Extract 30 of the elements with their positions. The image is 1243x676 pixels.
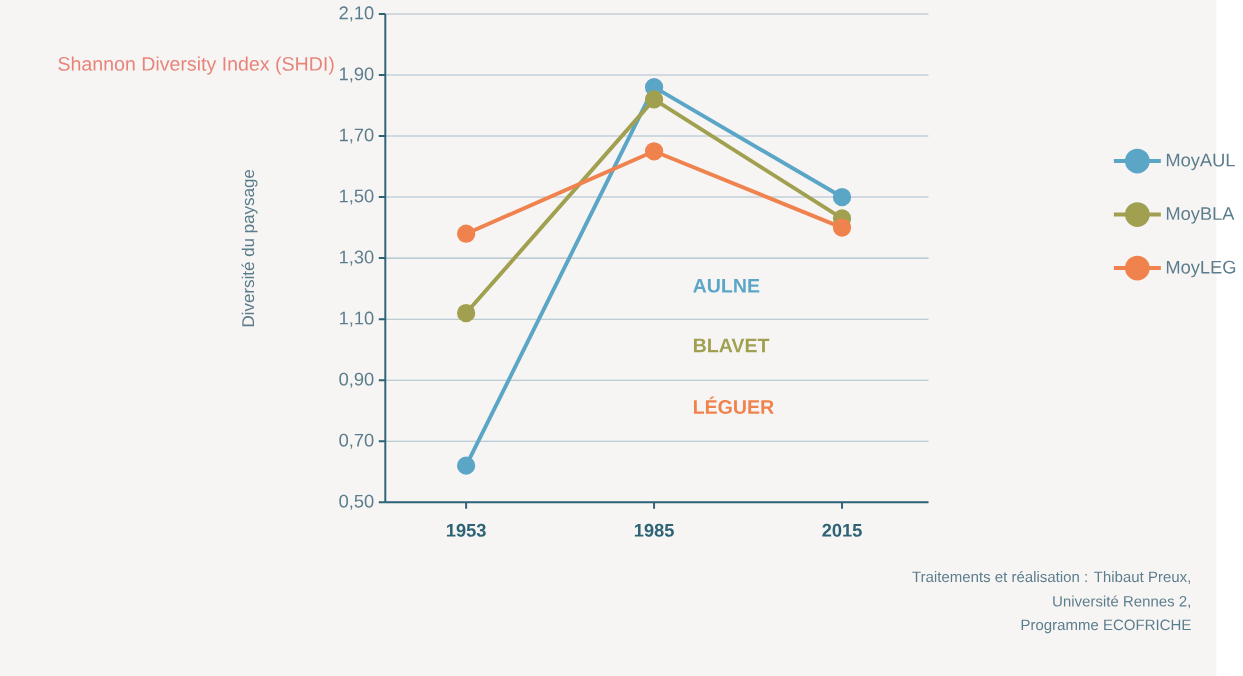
- text: Shannon Diversity Index (SHDI): [58, 56, 334, 75]
- y-tick-label: 1,90: [340, 67, 374, 83]
- y-tick-label: 1,30: [340, 250, 374, 266]
- legend-label: MoyAUL: [1166, 153, 1235, 171]
- point: [456, 224, 476, 243]
- x-tick-label: 1953: [446, 523, 486, 537]
- point: [644, 90, 664, 109]
- text: Programme ECOFRICHE: [1021, 619, 1191, 634]
- point: [456, 456, 476, 475]
- y-tick-label: 2,10: [339, 6, 374, 22]
- x-tick-label: 1985: [634, 523, 674, 537]
- legend-label: MoyBLA: [1166, 207, 1235, 224]
- y-tick-label: 1,10: [340, 311, 374, 327]
- y-tick-label: 0,90: [339, 372, 374, 388]
- annotation: AULNE: [693, 278, 760, 293]
- text: Traitements et réalisation : Thibaut Preux,: [912, 570, 1190, 584]
- point: [644, 142, 664, 161]
- y-tick-label: 1,50: [340, 189, 374, 205]
- x-tick-label: 2015: [822, 523, 862, 537]
- point: [832, 218, 852, 237]
- y-tick-label: 0,70: [339, 433, 374, 449]
- annotation: LÉGUER: [693, 396, 774, 414]
- point: [456, 303, 476, 323]
- y-tick-label: 0,50: [339, 494, 374, 510]
- legend-label: MoyLEG: [1166, 260, 1236, 278]
- text: Université Rennes 2,: [1053, 595, 1190, 609]
- point: [832, 187, 852, 207]
- y-tick-label: 1,70: [340, 128, 374, 144]
- annotation: BLAVET: [693, 338, 770, 353]
- y-axis-title: Diversité du paysage: [241, 169, 258, 327]
